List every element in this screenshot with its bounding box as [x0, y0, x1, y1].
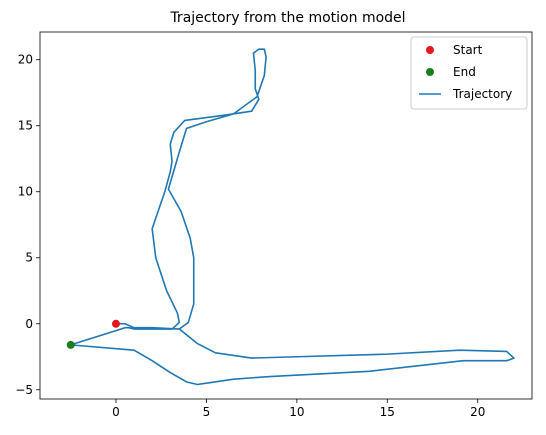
y-tick-label: 10	[18, 185, 33, 199]
chart-title: Trajectory from the motion model	[169, 10, 405, 26]
axes: 0 5 10 15 20 −5 0 5 10 15 20	[15, 31, 533, 419]
x-tick-label: 0	[112, 405, 120, 419]
plot-area	[66, 48, 515, 386]
x-tick-label: 15	[380, 405, 395, 419]
y-tick-label: 0	[25, 317, 33, 331]
legend-label-end: End	[453, 65, 476, 79]
legend-box	[410, 36, 528, 110]
legend-marker-start	[426, 46, 434, 54]
trajectory-line-segment-1	[69, 48, 267, 346]
legend-marker-end	[426, 68, 434, 76]
y-tick-label: −5	[15, 383, 33, 397]
legend-label-trajectory: Trajectory	[452, 87, 512, 101]
y-tick-label: 15	[18, 119, 33, 133]
legend: Start End Trajectory	[410, 36, 528, 110]
x-tick-label: 5	[203, 405, 211, 419]
y-tick-label: 20	[18, 53, 33, 67]
legend-label-start: Start	[453, 43, 483, 57]
start-point	[111, 319, 120, 328]
end-point	[66, 340, 75, 349]
trajectory-line-segment-2	[69, 328, 515, 386]
x-tick-label: 10	[289, 405, 304, 419]
x-tick-label: 20	[470, 405, 485, 419]
axes-frame	[39, 31, 533, 400]
y-tick-label: 5	[25, 251, 33, 265]
